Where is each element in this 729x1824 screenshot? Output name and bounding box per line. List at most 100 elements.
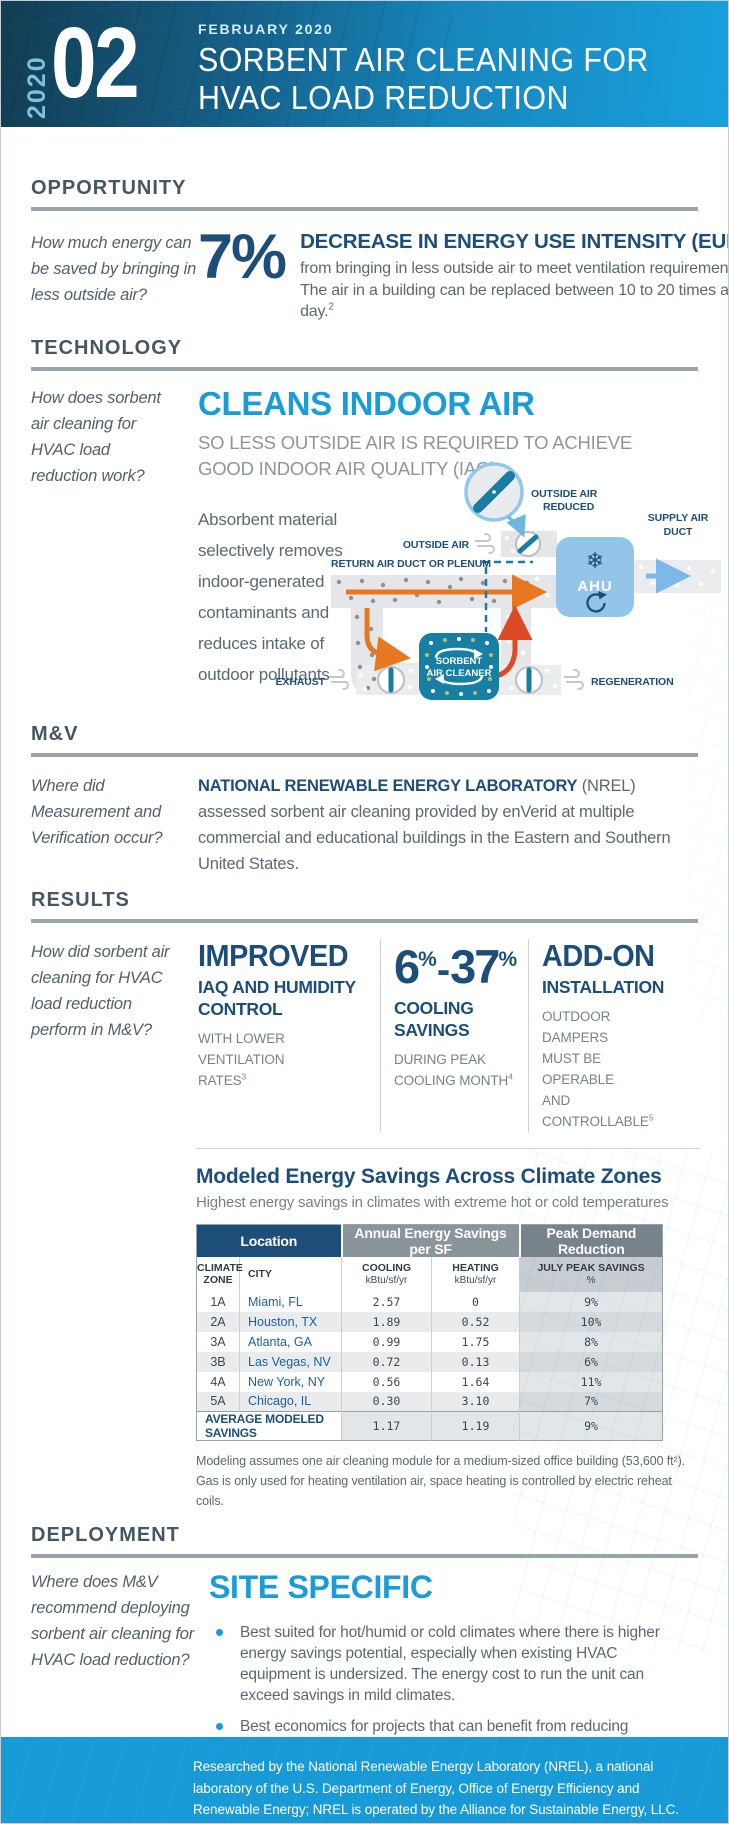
section-rule [31,1554,698,1558]
heating-cell: 3.10 [431,1391,520,1412]
opportunity-block: How much energy can be saved by bringing… [31,222,728,323]
results-col1-note-text: WITH LOWER VENTILATION RATES [198,1030,285,1088]
table-note-2: Gas is only used for heating ventilation… [196,1474,672,1508]
july-unit: % [586,1274,596,1286]
zone-cell: 3B [210,1354,226,1369]
opportunity-body-2: The air in a building can be replaced be… [300,281,729,321]
wind-icon-outside [474,532,495,554]
july-label: JULY PEAK SAVINGS [537,1261,645,1274]
mv-lead: NATIONAL RENEWABLE ENERGY LABORATORY [198,776,578,795]
heating-unit: kBtu/sf/yr [454,1274,497,1286]
table-row: 2A Houston, TX 1.89 0.52 10% [196,1311,663,1332]
mv-block: Where did Measurement and Verification o… [31,773,698,877]
table-row: 3A Atlanta, GA 0.99 1.75 8% [197,1331,663,1352]
heating-cell: 1.75 [431,1331,520,1352]
heating-label: HEATING [452,1261,499,1274]
opportunity-headline: DECREASE IN ENERGY USE INTENSITY (EUI) [300,230,729,253]
heat-cycle-icon [586,590,607,612]
technology-main: CLEANS INDOOR AIR SO LESS OUTSIDE AIR IS… [198,385,721,707]
footnote-marker-3: 3 [241,1071,247,1081]
footnote-marker-5: 5 [648,1112,654,1122]
cycle-arrows-icon [434,647,484,685]
footnote-marker-2: 2 [328,301,334,313]
section-rule [31,366,698,371]
label-exhaust: EXHAUST [276,676,326,688]
results-col1-note: WITH LOWER VENTILATION RATES3 [198,1028,366,1091]
opportunity-description: DECREASE IN ENERGY USE INTENSITY (EUI) f… [300,230,729,323]
section-rule [31,918,698,923]
table-area: Modeled Energy Savings Across Climate Zo… [196,1165,698,1512]
outside-air-damper-icon [515,530,541,557]
results-col1-sub: IAQ AND HUMIDITY CONTROL [198,976,356,1019]
results-col3-big: ADD-ON [542,937,655,973]
section-heading-opportunity: OPPORTUNITY [31,177,187,199]
cooling-cell: 0.99 [341,1331,432,1352]
deployment-question: Where does M&V recommend deploying sorbe… [31,1573,195,1669]
july-cell: 8% [519,1331,663,1352]
stat-num-high: 37 [450,939,500,993]
table-group-header-row: Location Annual Energy Savings per SF Pe… [196,1224,663,1257]
sorbent-label-1: SORBENT [436,656,483,667]
zone-cell: 1A [210,1294,226,1309]
average-july: 9% [519,1411,663,1441]
wind-icon-exhaust [328,668,349,690]
deployment-headline: SITE SPECIFIC [209,1569,433,1605]
average-label: AVERAGE MODELED SAVINGS [196,1411,342,1441]
label-outside-air-reduced-1: OUTSIDE AIR [531,488,598,500]
to-cleaner-arrow [364,607,411,671]
technology-question: How does sorbent air cleaning for HVAC l… [31,388,161,485]
hvac-diagram: ❄ AHU [276,461,721,700]
section-heading-mv: M&V [31,722,79,745]
july-cell: 7% [519,1391,663,1412]
sorbent-air-cleaner: SORBENT AIR CLEANER [419,632,499,700]
col-header-city: CITY [238,1256,342,1292]
opportunity-body-1: from bringing in less outside air to mee… [300,260,729,277]
col-group-annual-savings: Annual Energy Savings per SF [340,1224,520,1257]
col-header-heating: HEATING kBtu/sf/yr [431,1256,520,1292]
exhaust-damper-icon [377,665,405,694]
city-cell: Las Vegas, NV [238,1351,342,1372]
zone-cell: 3A [210,1334,226,1349]
heating-cell: 0 [431,1291,520,1312]
results-col3-note-text: OUTDOOR DAMPERS MUST BE OPERABLE AND CON… [542,1008,649,1129]
cooling-cell: 1.89 [341,1311,432,1332]
technology-block: How does sorbent air cleaning for HVAC l… [31,385,721,707]
footer-credit-text: Researched by the National Renewable Ene… [193,1759,679,1817]
cooling-cell: 0.30 [341,1391,432,1412]
heating-cell: 1.64 [431,1371,520,1392]
opportunity-stat: 7% [198,222,287,292]
table-average-row: AVERAGE MODELED SAVINGS 1.17 1.19 9% [196,1411,663,1441]
section-heading-results: RESULTS [31,888,130,911]
section-heading-technology: TECHNOLOGY [31,336,183,359]
results-columns: IMPROVED IAQ AND HUMIDITY CONTROL WITH L… [198,937,664,1132]
label-return-air-duct: RETURN AIR DUCT OR PLENUM [331,558,491,570]
label-regeneration: REGENERATION [591,676,674,688]
control-dashed-lines [482,560,533,632]
heating-cell: 0.52 [431,1311,520,1332]
cooling-cell: 0.56 [341,1371,432,1392]
wind-icon-regeneration [563,668,584,690]
stat-pct: % [498,947,518,971]
city-cell: Houston, TX [238,1311,342,1332]
results-col2-note-text: DURING PEAK COOLING MONTH [394,1051,509,1088]
col-group-location: Location [196,1224,342,1257]
climate-savings-table: Location Annual Energy Savings per SF Pe… [196,1223,664,1441]
label-supply-air-2: DUCT [664,526,693,538]
table-title: Modeled Energy Savings Across Climate Zo… [196,1164,662,1188]
results-divider [196,1147,700,1149]
july-cell: 9% [519,1291,663,1312]
list-item: Best suited for hot/humid or cold climat… [209,1622,661,1706]
zone-cell: 2A [210,1314,226,1329]
label-outside-air-reduced-2: REDUCED [543,501,595,513]
cooling-cell: 0.72 [341,1351,432,1372]
cooling-unit: kBtu/sf/yr [365,1274,408,1286]
ahu-box: ❄ AHU [556,536,634,617]
footnote-marker-4: 4 [508,1071,513,1081]
city-cell: New York, NY [238,1371,342,1392]
section-heading-deployment: DEPLOYMENT [31,1524,180,1546]
results-col2-note: DURING PEAK COOLING MONTH4 [394,1049,514,1091]
magnifier-pointer-arrow [506,513,526,538]
results-col2-stat: 6%-37% [394,939,518,994]
sorbent-label-2: AIR CLEANER [427,668,492,679]
